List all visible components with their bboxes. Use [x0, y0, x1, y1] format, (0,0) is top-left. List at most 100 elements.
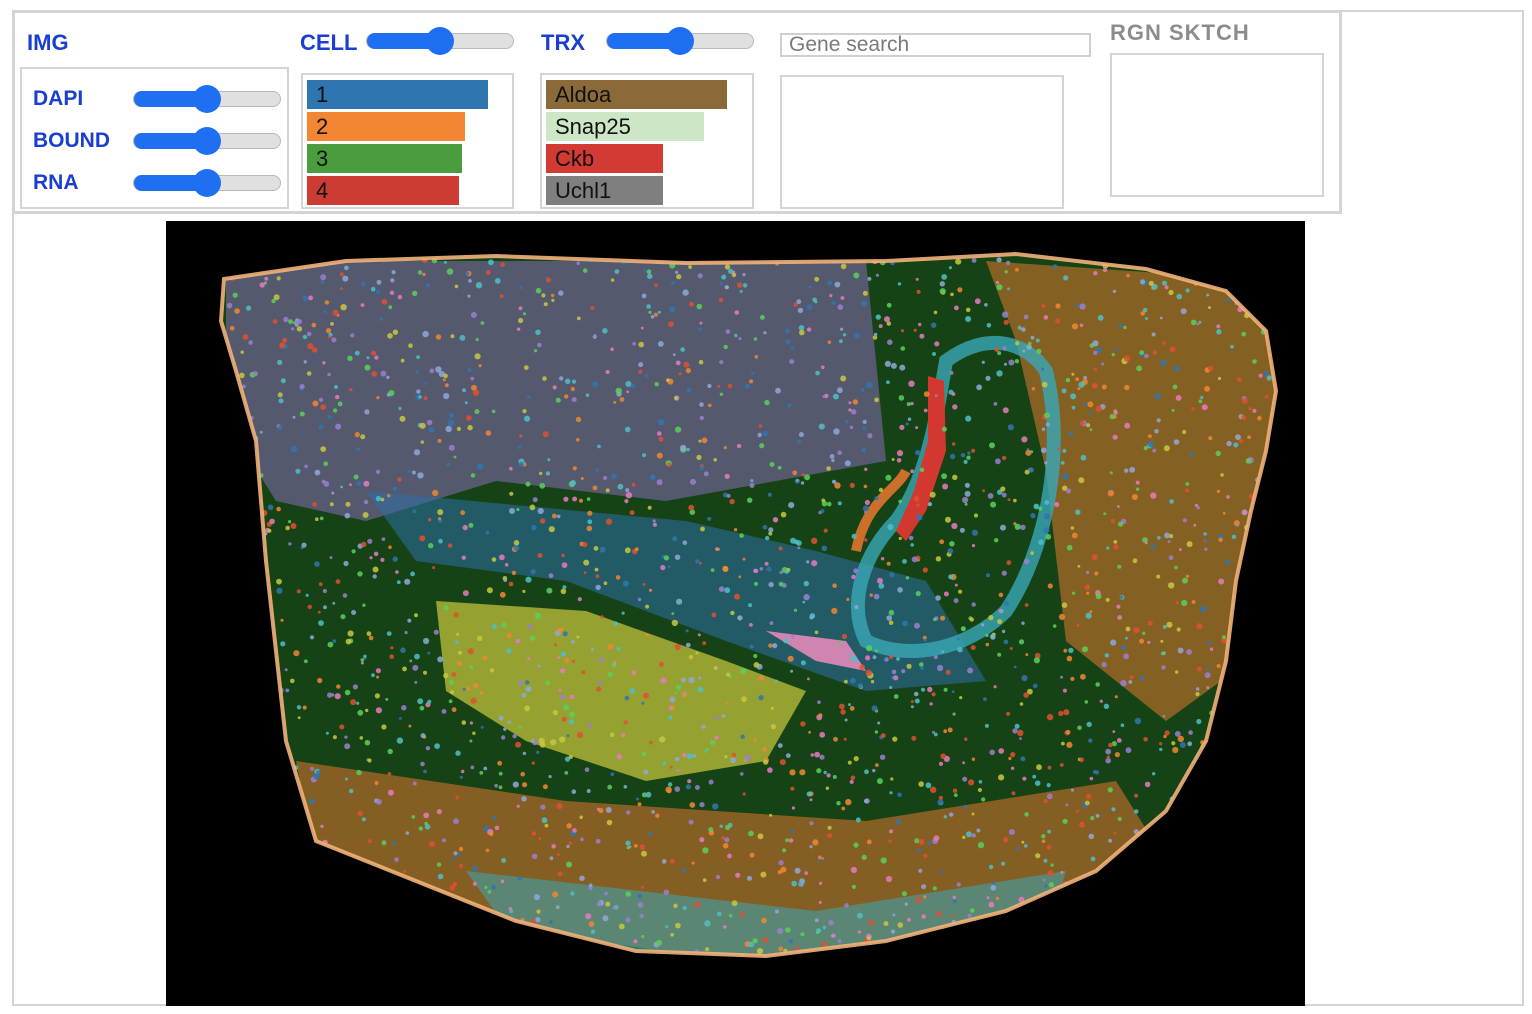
bound-slider-thumb[interactable] [193, 127, 221, 155]
cell-dot [1100, 868, 1105, 874]
cell-dot [840, 327, 844, 331]
rna-slider-thumb[interactable] [193, 169, 221, 197]
cell-dot [827, 833, 833, 839]
cell-dot [787, 403, 792, 408]
cell-dot [592, 381, 599, 388]
cell-dot [375, 469, 381, 474]
cell-dot [262, 947, 269, 953]
gene-search-input[interactable] [780, 33, 1091, 57]
cell-dot [453, 455, 457, 459]
cell-dot [436, 913, 442, 919]
cell-dot [1118, 323, 1123, 329]
rna-slider-fill [134, 175, 207, 191]
cell-dot [590, 949, 596, 955]
cell-dot [1152, 772, 1156, 776]
cell-dot [259, 282, 265, 288]
bound-slider[interactable] [133, 127, 281, 155]
cell-dot [929, 491, 936, 498]
cell-dot [915, 277, 919, 281]
cell-dot [1076, 960, 1081, 965]
cell-dot [764, 561, 769, 566]
cell-dot [886, 561, 891, 566]
cell-dot [862, 419, 867, 424]
cell-dot [515, 923, 519, 928]
cell-dot [541, 293, 546, 298]
cell-dot [740, 734, 745, 739]
cell-dot [1086, 591, 1090, 595]
cell-dot [323, 461, 328, 466]
cell-dot [277, 392, 283, 398]
cell-dot [1018, 639, 1025, 645]
gene-item-snap25[interactable]: Snap25 [546, 112, 704, 141]
tissue-image-viewer[interactable] [166, 221, 1305, 1006]
cell-dot [603, 581, 608, 585]
cell-dot [352, 684, 358, 690]
cell-dot [867, 433, 873, 439]
cell-dot [793, 302, 798, 307]
cell-dot [332, 309, 339, 316]
gene-item-uchl1[interactable]: Uchl1 [546, 176, 663, 205]
gene-item-ckb[interactable]: Ckb [546, 144, 663, 173]
cell-dot [556, 853, 561, 857]
cell-dot [503, 578, 508, 582]
cell-dot [477, 463, 484, 470]
gene-item-aldoa[interactable]: Aldoa [546, 80, 727, 109]
cell-dot [631, 670, 637, 675]
trx-slider-thumb[interactable] [666, 27, 694, 55]
cell-dot [686, 387, 692, 393]
cell-dot [949, 541, 955, 547]
cell-dot [525, 686, 532, 692]
cluster-item-3[interactable]: 3 [307, 144, 462, 173]
cell-dot [1265, 592, 1270, 597]
dapi-slider-thumb[interactable] [193, 85, 221, 113]
cell-dot [992, 881, 996, 885]
cell-dot [1030, 450, 1034, 454]
cell-dot [1235, 642, 1240, 648]
cell-dot [408, 343, 413, 348]
cell-slider[interactable] [366, 27, 514, 55]
cell-dot [710, 739, 716, 746]
cell-dot [818, 423, 825, 430]
cell-dot [260, 567, 265, 573]
cell-dot [562, 585, 567, 590]
cell-dot [446, 933, 452, 940]
cell-dot [1071, 372, 1075, 376]
cell-dot [674, 691, 677, 695]
cell-dot [1021, 327, 1026, 332]
cell-dot [844, 679, 848, 684]
cell-dot [983, 697, 987, 701]
cell-dot [1176, 293, 1183, 300]
cell-dot [659, 662, 664, 667]
cell-dot [320, 824, 324, 828]
cell-dot [371, 350, 377, 356]
cell-dot [491, 884, 497, 890]
cell-dot [1203, 266, 1207, 270]
cell-dot [1148, 280, 1154, 286]
cluster-item-2[interactable]: 2 [307, 112, 465, 141]
cell-dot [229, 325, 235, 331]
cell-dot [919, 662, 924, 667]
cell-dot [1024, 812, 1029, 817]
cell-dot [356, 769, 362, 776]
cell-dot [785, 838, 789, 843]
dapi-slider[interactable] [133, 85, 281, 113]
cell-dot [962, 835, 966, 839]
cell-dot [967, 667, 974, 674]
cluster-item-1[interactable]: 1 [307, 80, 488, 109]
cell-dot [705, 748, 709, 751]
cell-dot [696, 303, 703, 310]
cell-dot [605, 369, 610, 375]
cell-dot [443, 393, 450, 400]
region-sketch-canvas[interactable] [1110, 53, 1324, 197]
rna-slider[interactable] [133, 169, 281, 197]
cell-dot [265, 768, 270, 774]
cell-dot [204, 859, 209, 864]
trx-slider[interactable] [606, 27, 754, 55]
gene-search-results[interactable] [780, 75, 1064, 209]
cell-dot [886, 302, 892, 308]
cell-dot [235, 624, 241, 630]
cell-dot [640, 326, 644, 330]
cell-slider-thumb[interactable] [426, 27, 454, 55]
cluster-item-4[interactable]: 4 [307, 176, 459, 205]
cell-dot [1214, 953, 1221, 956]
